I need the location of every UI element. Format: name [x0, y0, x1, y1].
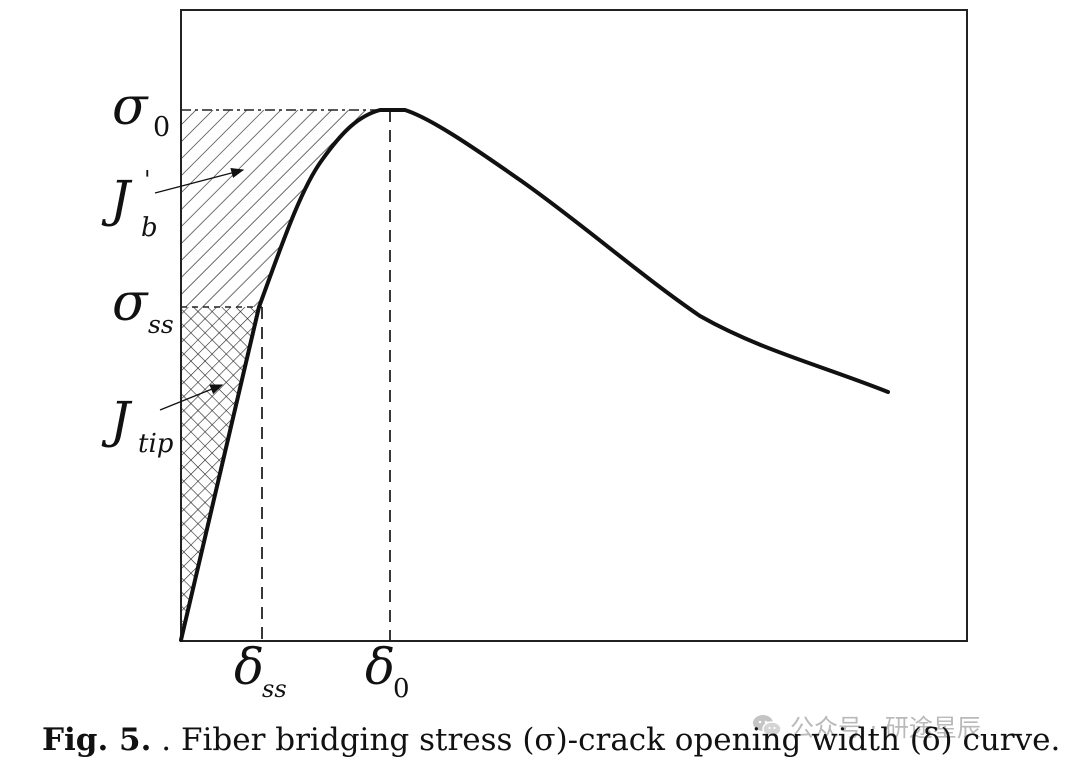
bridging-curve	[179, 108, 890, 642]
svg-text:tip: tip	[138, 429, 174, 459]
caption-text: . Fiber bridging stress (σ)-crack openin…	[151, 722, 1061, 758]
svg-text:σ: σ	[112, 273, 149, 333]
svg-text:δ: δ	[234, 638, 264, 696]
svg-text:ss: ss	[148, 310, 174, 339]
svg-text:J: J	[101, 391, 133, 449]
caption-label: Fig. 5.	[42, 722, 152, 758]
watermark-text: 公众号 · 研途星辰	[790, 714, 981, 742]
wechat-icon	[753, 714, 782, 737]
delta0-label: δ 0	[365, 638, 410, 704]
svg-text:0: 0	[153, 112, 170, 143]
svg-text:δ: δ	[365, 638, 395, 696]
jb-region	[181, 110, 380, 307]
jb-leader-arrow	[154, 167, 245, 194]
svg-text:0: 0	[393, 674, 410, 704]
jtip-leader-arrow	[159, 384, 224, 411]
plot-frame	[180, 9, 968, 642]
sigma0-label: σ 0	[112, 77, 170, 143]
jb-label: J b '	[101, 166, 158, 243]
delta-ss-label: δ ss	[234, 638, 287, 703]
svg-text:σ: σ	[112, 77, 149, 137]
jtip-label: J tip	[101, 391, 174, 459]
sigma-ss-label: σ ss	[112, 273, 174, 339]
svg-text:J: J	[101, 170, 133, 228]
figure-caption: Fig. 5. . Fiber bridging stress (σ)-crac…	[42, 722, 1072, 758]
svg-text:ss: ss	[262, 675, 287, 703]
watermark: 公众号 · 研途星辰	[752, 708, 981, 743]
svg-text:': '	[144, 166, 151, 194]
svg-text:b: b	[141, 213, 158, 243]
